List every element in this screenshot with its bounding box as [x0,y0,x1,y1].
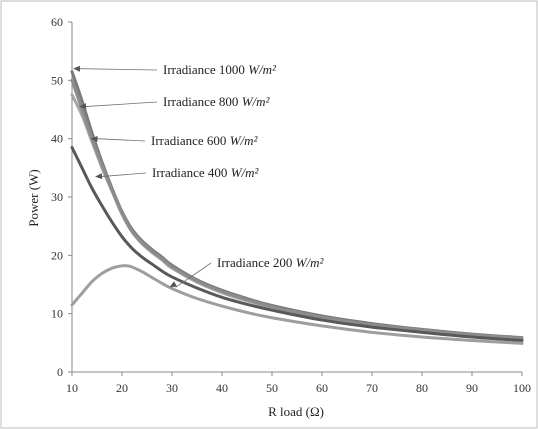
annotation-label-unit: W/m² [248,62,277,77]
annotation-label: Irradiance 200 W/m² [217,255,325,270]
annotation-leader-line [100,172,147,177]
y-tick-label: 40 [51,132,63,146]
y-tick-label: 30 [51,190,63,204]
annotation-label: Irradiance 600 W/m² [151,133,259,148]
x-tick-label: 70 [366,381,378,395]
x-tick-label: 90 [466,381,478,395]
x-axis-title: R load (Ω) [268,404,324,419]
annotation-label-text: Irradiance 800 [163,94,242,109]
annotation-label-text: Irradiance 600 [151,133,230,148]
annotation-leader-line [84,101,158,107]
annotation-arrowhead [169,281,178,288]
y-tick-label: 0 [57,365,63,379]
y-axis-title: Power (W) [26,169,41,226]
annotation-arrowhead [79,103,87,110]
annotation-leader-line [175,262,212,288]
x-tick-label: 20 [116,381,128,395]
annotation-label-unit: W/m² [296,255,325,270]
annotation-label-unit: W/m² [231,165,260,180]
series-line-3 [70,78,524,340]
y-tick-label: 20 [51,248,63,262]
x-tick-label: 40 [216,381,228,395]
annotation-arrowhead [73,65,81,72]
y-tick-label: 50 [51,73,63,87]
annotation-arrowhead [90,135,98,142]
annotation-leader-line [96,138,146,142]
series-layer [70,70,524,345]
x-tick-label: 80 [416,381,428,395]
y-tick-label: 60 [51,15,63,29]
annotation-label-text: Irradiance 200 [217,255,296,270]
x-tick-label: 100 [513,381,531,395]
annotation-label: Irradiance 1000 W/m² [163,62,277,77]
x-tick-label: 50 [266,381,278,395]
annotation-label-text: Irradiance 1000 [163,62,248,77]
x-tick-label: 10 [66,381,78,395]
annotation-label: Irradiance 400 W/m² [152,165,260,180]
x-tick-label: 30 [166,381,178,395]
y-tick-label: 10 [51,307,63,321]
annotation-label-unit: W/m² [242,94,271,109]
annotation-arrowhead [95,173,103,180]
series-line-4 [70,145,524,342]
annotation-label-text: Irradiance 400 [152,165,231,180]
x-tick-label: 60 [316,381,328,395]
annotation-label-unit: W/m² [230,133,259,148]
series-line-5 [70,264,524,345]
annotation-leader-line [78,68,158,71]
annotation-label: Irradiance 800 W/m² [163,94,271,109]
